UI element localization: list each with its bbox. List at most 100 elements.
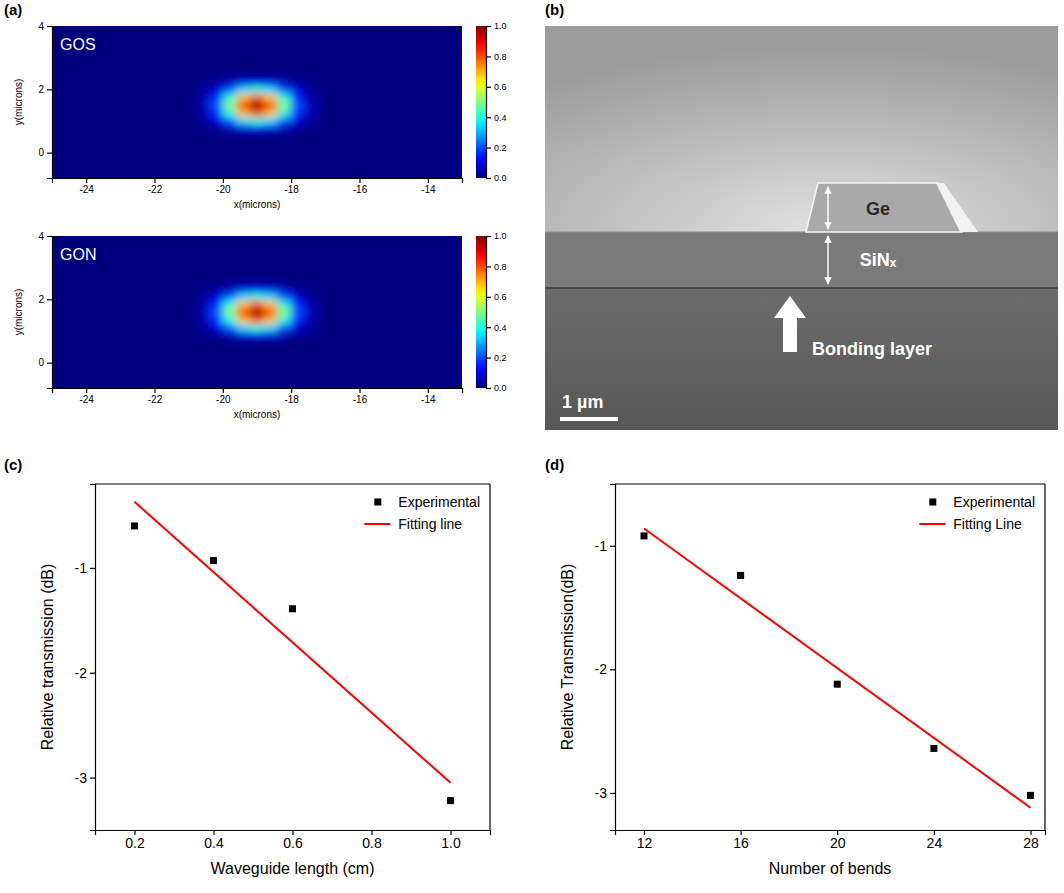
tick-label: 0.8: [362, 835, 382, 851]
cell: [291, 117, 305, 125]
cell: [278, 332, 292, 340]
tick: 2: [38, 84, 52, 95]
cell: [250, 292, 264, 300]
tick-mark: [610, 669, 615, 670]
cell: [250, 125, 264, 133]
cell: [237, 93, 251, 101]
tick-label: -2: [75, 665, 88, 681]
plot-area: [640, 528, 1034, 807]
x-axis-title: Number of bends: [769, 860, 892, 877]
tick: -16: [353, 388, 368, 405]
legend-symbol: [374, 499, 381, 506]
tick: 1.0: [441, 830, 461, 851]
cell: [196, 316, 210, 324]
tick: 0.2: [486, 143, 507, 153]
cell: [209, 332, 223, 340]
cell: [264, 109, 278, 117]
fit-line: [644, 528, 1031, 807]
cell: [223, 77, 237, 85]
cell: [223, 101, 237, 109]
cell: [264, 101, 278, 109]
y-axis: -3-2-1: [75, 485, 96, 831]
tick-mark: [47, 153, 52, 154]
tick: 0.6: [486, 82, 507, 92]
cell: [264, 85, 278, 93]
cell: [291, 324, 305, 332]
cell: [196, 109, 210, 117]
tick-mark: [359, 388, 360, 393]
tick: 16: [733, 830, 749, 851]
tick-label: 2: [38, 84, 44, 95]
tick-label: 2: [38, 294, 44, 305]
cell: [250, 300, 264, 308]
tick-mark: [47, 363, 52, 364]
cell: [264, 125, 278, 133]
bonding-interface: [545, 287, 1058, 289]
cell: [223, 332, 237, 340]
cell: [278, 300, 292, 308]
cell: [291, 101, 305, 109]
cell: [237, 109, 251, 117]
cell: [305, 324, 319, 332]
cell: [264, 93, 278, 101]
tick-mark: [486, 26, 491, 27]
cell: [196, 308, 210, 316]
interface: [545, 232, 1058, 233]
tick-label: -22: [148, 394, 163, 405]
tick: 0.0: [486, 173, 507, 183]
tick: 2: [38, 294, 52, 305]
tick-mark: [90, 777, 95, 778]
substrate: [545, 288, 1058, 430]
tick: 0.8: [362, 830, 382, 851]
annotation: Ge: [866, 199, 890, 219]
tick-label: 1.0: [494, 21, 507, 31]
cell: [196, 324, 210, 332]
tick: 0.4: [486, 113, 507, 123]
tick: 0.4: [204, 830, 224, 851]
tick: 0.8: [486, 262, 507, 272]
legend-symbol: [919, 523, 945, 525]
cell: [250, 117, 264, 125]
axis-line: [487, 237, 492, 389]
tick: -22: [148, 388, 163, 405]
cell: [196, 300, 210, 308]
tick-mark: [154, 388, 155, 393]
dimension-arrow: [827, 236, 829, 284]
line-panel: 1216202428-3-2-1Number of bendsRelative …: [559, 484, 1046, 877]
tick-label: 16: [733, 835, 749, 851]
cell: [196, 85, 210, 93]
cell: [305, 109, 319, 117]
tick-mark: [90, 568, 95, 569]
cell: [250, 332, 264, 340]
cell: [209, 292, 223, 300]
cell: [250, 109, 264, 117]
cell: [237, 332, 251, 340]
cell: [305, 316, 319, 324]
plot-area: [52, 236, 462, 388]
tick-mark: [223, 178, 224, 183]
tick-mark: [486, 87, 491, 88]
tick: -3: [75, 770, 95, 786]
y-axis-title: y(microns): [13, 79, 24, 126]
cell: [196, 101, 210, 109]
cell: [223, 324, 237, 332]
ge-sidewall: [936, 183, 978, 232]
legend: ExperimentalFitting Line: [919, 494, 1035, 532]
x-axis-title: Waveguide length (cm): [211, 860, 375, 877]
cell: [196, 332, 210, 340]
cell: [209, 125, 223, 133]
tick-mark: [486, 117, 491, 118]
cell: [209, 101, 223, 109]
cell: [196, 93, 210, 101]
x-axis: 0.20.40.60.81.0: [96, 830, 491, 851]
tick-mark: [486, 236, 491, 237]
cell: [305, 117, 319, 125]
cell: [264, 117, 278, 125]
tick: 0.0: [486, 383, 507, 393]
tick: 24: [927, 830, 943, 851]
cell: [209, 300, 223, 308]
point: [131, 522, 138, 529]
cell: [264, 308, 278, 316]
cell: [223, 93, 237, 101]
cell: [196, 117, 210, 125]
